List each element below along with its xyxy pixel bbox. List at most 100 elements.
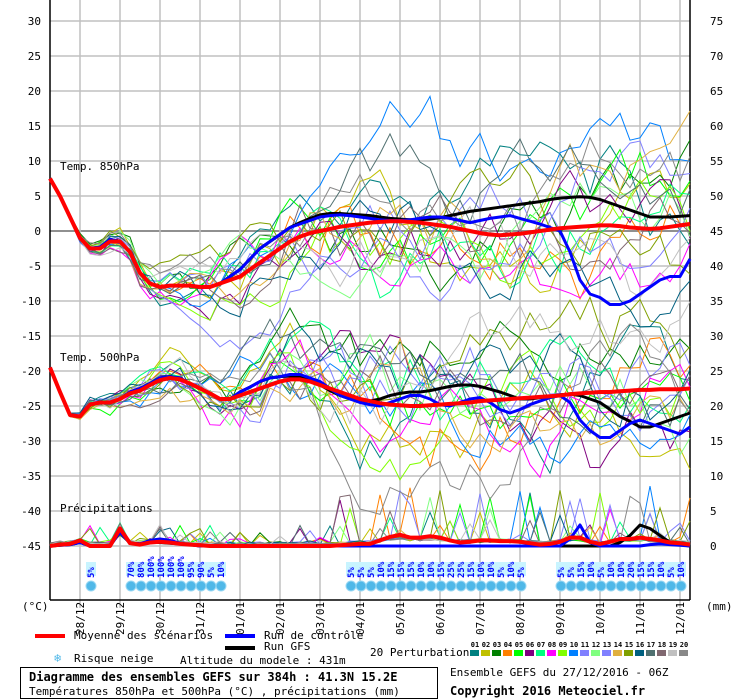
x-tick-label: 08/01	[514, 602, 527, 635]
y-left-tick: -20	[21, 365, 41, 378]
perturbation-line-04	[49, 487, 691, 546]
snowflake-icon	[355, 580, 367, 592]
snow-risk-pct: 10%	[587, 561, 597, 578]
y-left-unit: (°C)	[22, 600, 49, 613]
main-series	[48, 177, 692, 548]
snow-risk-pct: 5%	[667, 567, 677, 578]
perturbation-swatch	[470, 650, 479, 656]
legend-gfs-label: Run GFS	[264, 640, 311, 653]
snowflake-icon	[345, 580, 357, 592]
snowflake-icon	[435, 580, 447, 592]
y-left-tick: -40	[21, 505, 41, 518]
snow-risk-pct: 10%	[487, 561, 497, 578]
snowflake-icon	[375, 580, 387, 592]
snow-risk-pct: 95%	[187, 561, 197, 578]
y-right-tick: 60	[710, 120, 723, 133]
snow-risk-pct: 15%	[637, 561, 647, 578]
chart-subtitle: Températures 850hPa et 500hPa (°C) , pré…	[29, 685, 400, 698]
y-right-tick: 75	[710, 15, 723, 28]
snow-risk-pct: 100%	[157, 556, 167, 578]
snowflake-icon	[605, 580, 617, 592]
perturbation-line-16	[49, 178, 691, 328]
perturbation-number: 18	[657, 641, 667, 649]
snowflake-icon	[425, 580, 437, 592]
y-left-tick: 0	[34, 225, 41, 238]
snowflake-icon	[135, 580, 147, 592]
mean-line-t850	[48, 177, 691, 289]
y-left-tick: -5	[28, 260, 41, 273]
legend-control-label: Run de contrôle	[264, 629, 364, 642]
snowflake-icon	[455, 580, 467, 592]
legend-altitude: Altitude du modele : 431m	[180, 654, 346, 667]
snow-risk-pct: 15%	[387, 561, 397, 578]
y-right-tick: 70	[710, 50, 723, 63]
perturbation-line-14	[49, 110, 691, 302]
snowflake-icon	[505, 580, 517, 592]
legend-perturbations-label: 20 Perturbations	[370, 646, 476, 659]
snowflake-icon	[465, 580, 477, 592]
x-tick-label: 28/12	[74, 602, 87, 635]
perturbation-line-16	[49, 325, 691, 428]
legend-control-swatch	[225, 634, 255, 638]
perturbation-line-04	[49, 337, 691, 472]
snow-risk-pct: 15%	[467, 561, 477, 578]
snow-band-bg	[86, 562, 96, 576]
snowflake-icon	[145, 580, 157, 592]
y-left-tick: 25	[28, 50, 41, 63]
perturbation-swatch	[657, 650, 666, 656]
snowflake-icon	[215, 580, 227, 592]
perturbation-line-19	[49, 178, 691, 298]
x-tick-label: 01/01	[234, 602, 247, 635]
perturbation-number: 17	[646, 641, 656, 649]
snowflake-icon	[175, 580, 187, 592]
snowflake-icon: ❄	[54, 651, 62, 665]
x-tick-label: 07/01	[474, 602, 487, 635]
y-right-tick: 65	[710, 85, 723, 98]
y-right-tick: 45	[710, 225, 723, 238]
snowflake-icon	[585, 580, 597, 592]
panel-label-precip: Précipitations	[60, 502, 153, 515]
perturbation-swatch	[591, 650, 600, 656]
perturbation-number: 14	[613, 641, 623, 649]
y-right-tick: 30	[710, 330, 723, 343]
x-tick-label: 05/01	[394, 602, 407, 635]
snowflake-icon	[195, 580, 207, 592]
mean-line-t500	[48, 366, 691, 419]
y-left-tick: -35	[21, 470, 41, 483]
y-right-tick: 50	[710, 190, 723, 203]
control-line-precip	[49, 523, 691, 548]
copyright: Copyright 2016 Meteociel.fr	[450, 684, 646, 698]
legend-mean-swatch	[35, 634, 65, 638]
perturbation-number: 07	[536, 641, 546, 649]
x-tick-label: 31/12	[194, 602, 207, 635]
snowflake-icon	[475, 580, 487, 592]
snowflake-icon	[665, 580, 677, 592]
perturbation-series	[49, 95, 691, 547]
perturbation-line-10	[49, 352, 691, 464]
mean-line-precip	[49, 526, 691, 548]
snow-risk-pct: 10%	[377, 561, 387, 578]
snowflake-icon	[575, 580, 587, 592]
x-tick-label: 09/01	[554, 602, 567, 635]
perturbation-number: 02	[481, 641, 491, 649]
y-left-tick: -30	[21, 435, 41, 448]
snow-risk-pct: 90%	[197, 561, 207, 578]
x-tick-label: 12/01	[674, 602, 687, 635]
snowflake-icon	[595, 580, 607, 592]
perturbation-number: 16	[635, 641, 645, 649]
perturbation-swatch	[558, 650, 567, 656]
perturbation-line-03	[49, 307, 691, 417]
y-left-tick: 15	[28, 120, 41, 133]
perturbation-swatch	[646, 650, 655, 656]
snow-risk-pct: 5%	[597, 567, 607, 578]
snowflake-icon	[565, 580, 577, 592]
snow-risk-pct: 10%	[417, 561, 427, 578]
perturbation-number: 03	[492, 641, 502, 649]
snow-risk-pct: 15%	[647, 561, 657, 578]
snow-risk-pct: 70%	[127, 561, 137, 578]
perturbation-swatch	[668, 650, 677, 656]
snow-risk-pct: 15%	[397, 561, 407, 578]
snow-risk-pct: 25%	[447, 561, 457, 578]
perturbation-swatch	[481, 650, 490, 656]
